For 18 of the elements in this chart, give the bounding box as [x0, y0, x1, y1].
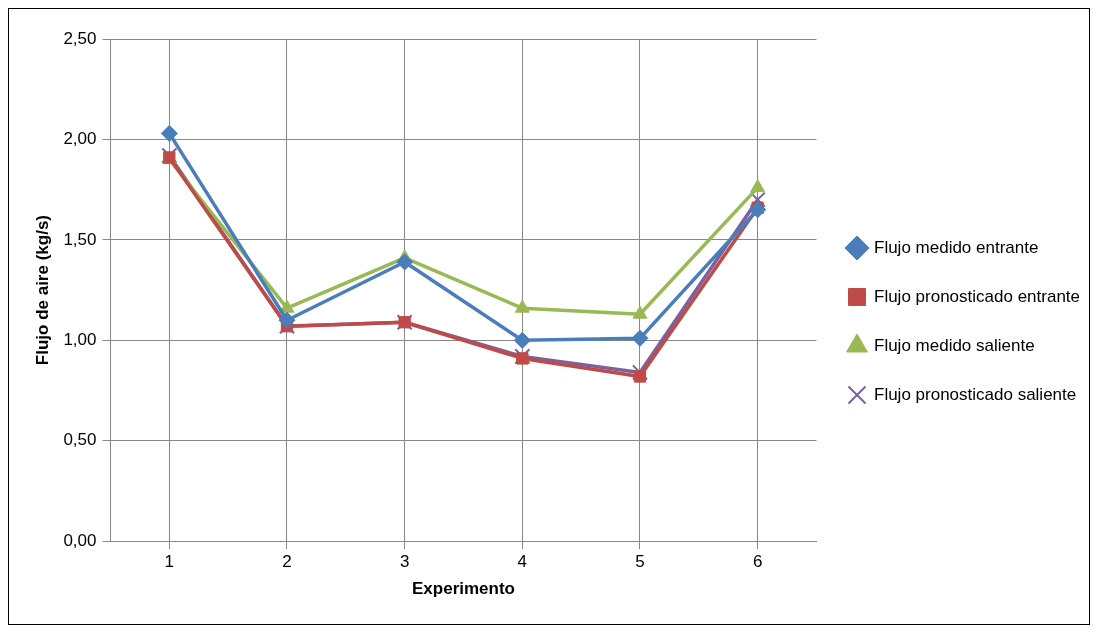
x-tick-label: 5: [635, 552, 645, 572]
x-axis-title: Experimento: [412, 579, 515, 599]
x-tick-label: 1: [164, 552, 175, 572]
x-tick-label: 6: [752, 552, 763, 572]
y-tick-label: 2,00: [63, 129, 97, 149]
x-tick-label: 3: [399, 552, 410, 572]
y-axis-title: Flujo de aire (kg/s): [32, 215, 52, 366]
y-tick-label: 2,50: [63, 28, 97, 48]
x-tick-label: 2: [282, 552, 292, 572]
legend-label: Flujo medido saliente: [874, 335, 1035, 355]
y-tick-label: 1,00: [63, 330, 97, 350]
legend-label: Flujo pronosticado entrante: [874, 286, 1081, 306]
x-tick-label: 4: [517, 552, 528, 572]
y-tick-label: 1,50: [63, 229, 97, 249]
legend-label: Flujo pronosticado saliente: [874, 384, 1077, 404]
legend-label: Flujo medido entrante: [874, 237, 1039, 257]
y-tick-label: 0,50: [63, 430, 97, 450]
y-tick-label: 0,00: [63, 530, 97, 550]
